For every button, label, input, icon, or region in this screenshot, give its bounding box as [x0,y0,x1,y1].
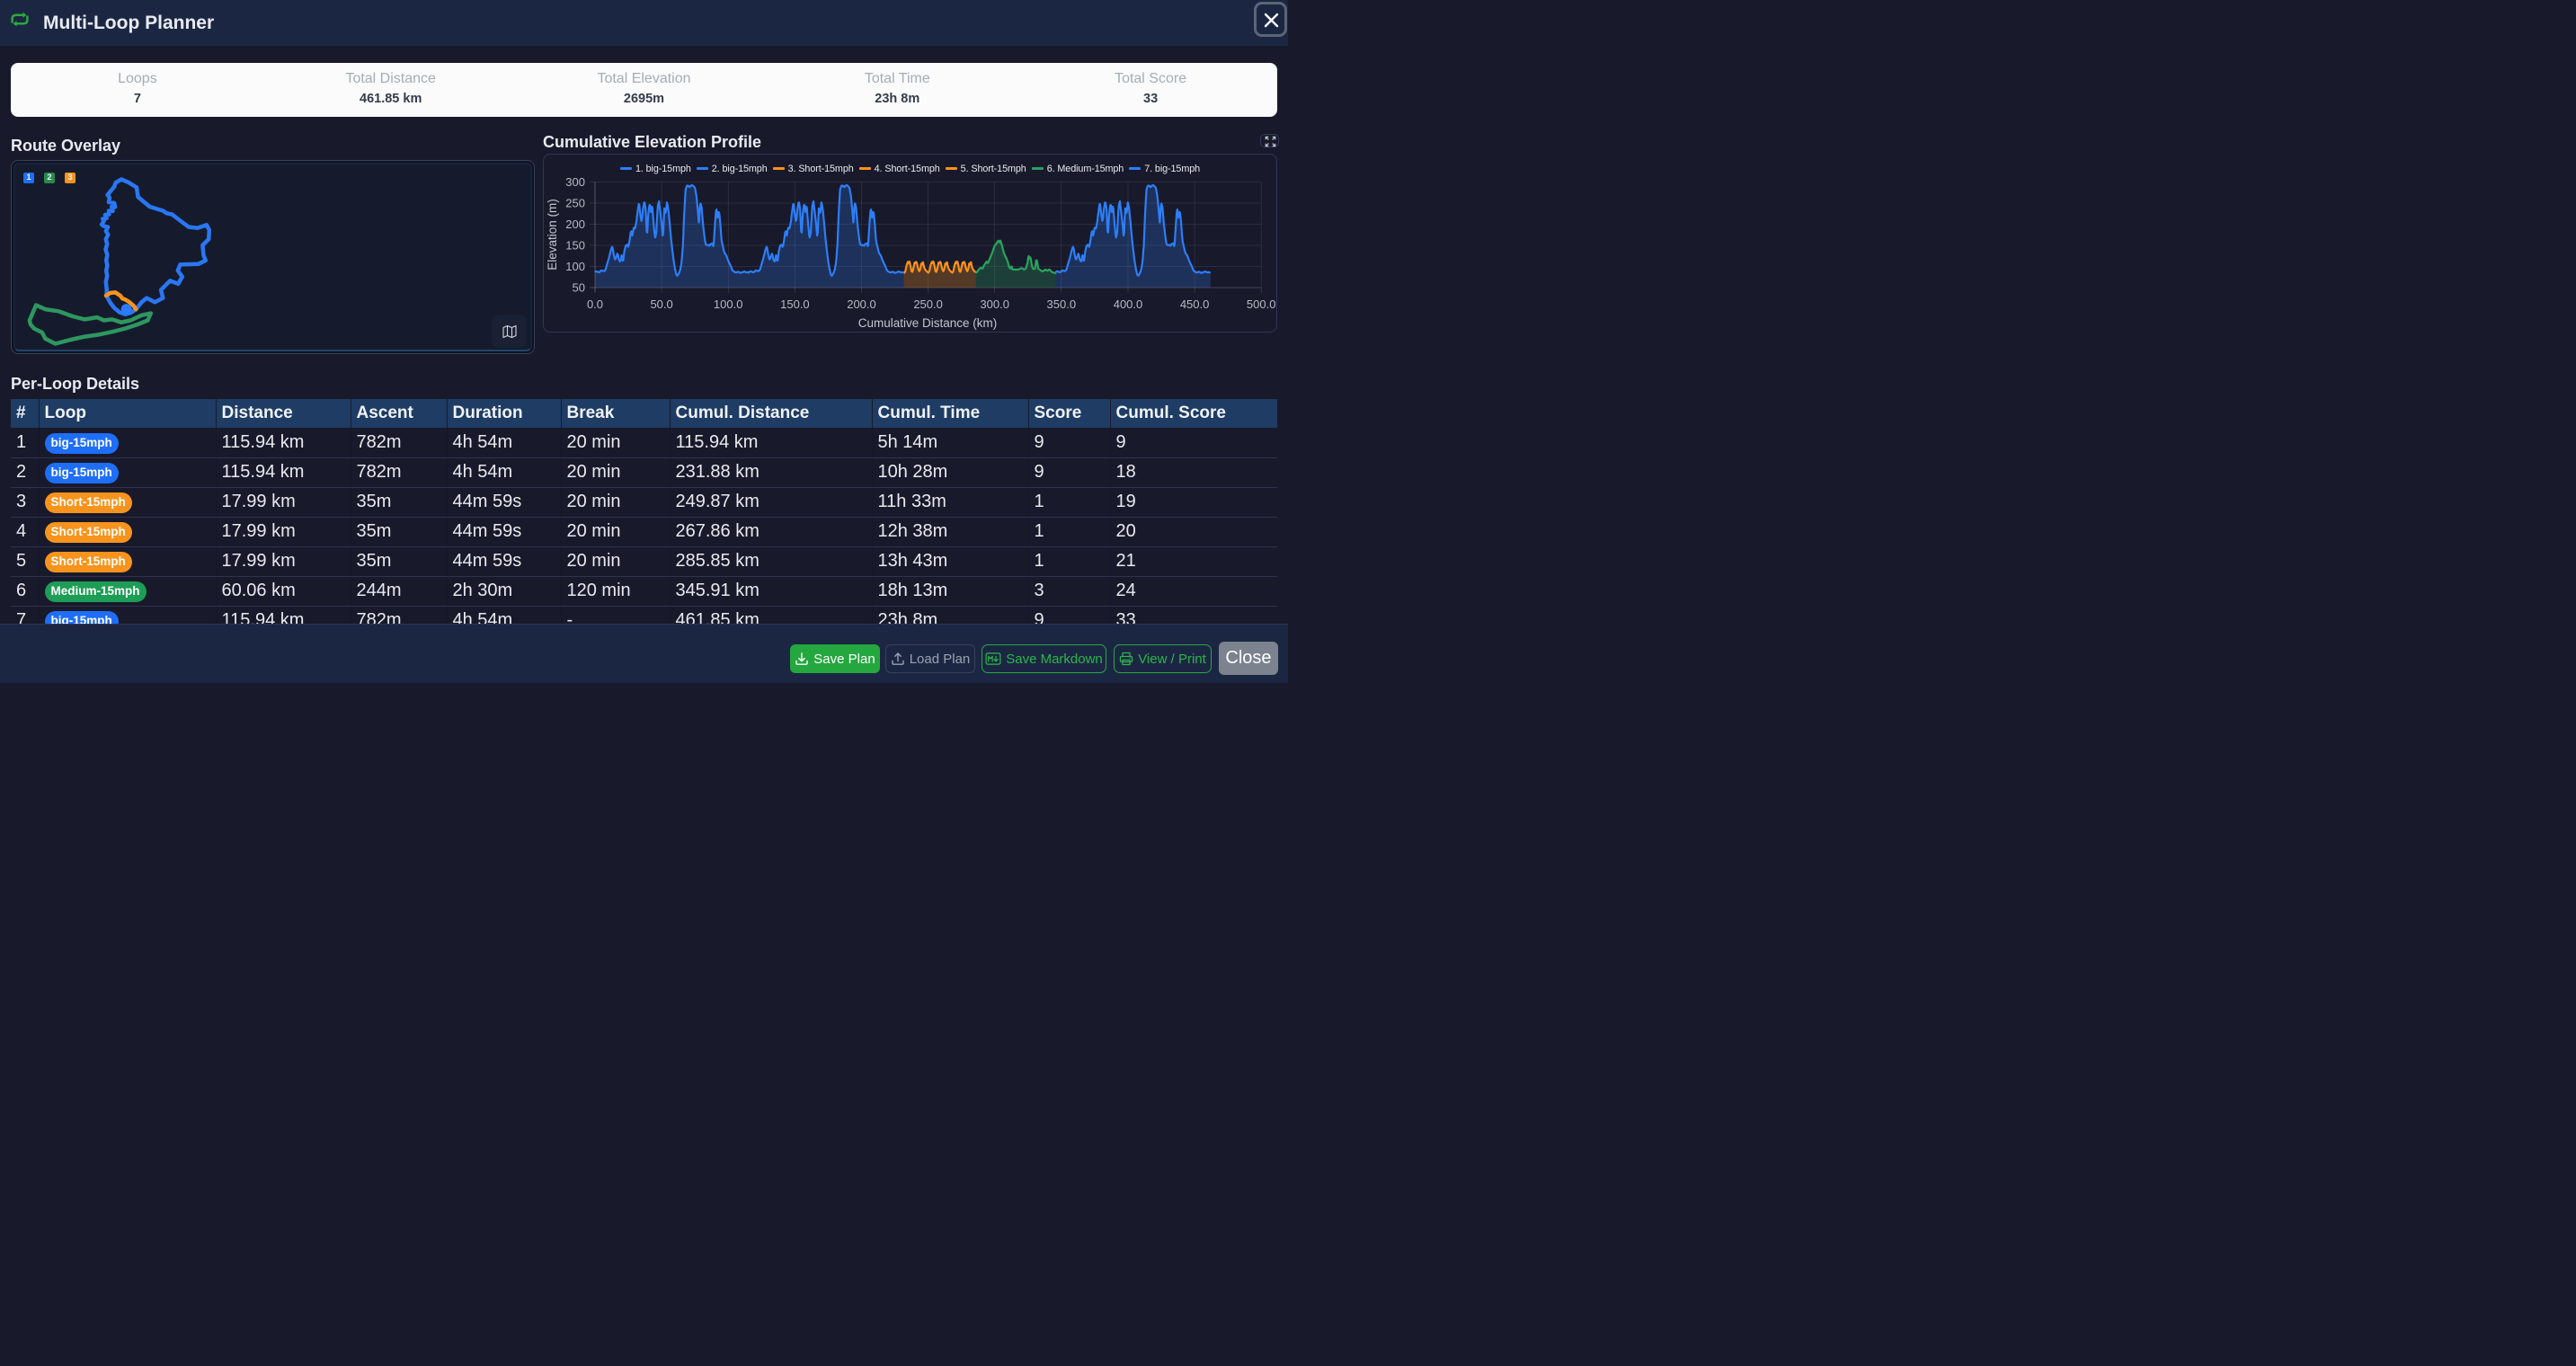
svg-text:450.0: 450.0 [1180,297,1210,311]
svg-text:Cumulative Distance (km): Cumulative Distance (km) [858,316,998,330]
svg-text:250: 250 [565,197,585,210]
svg-text:200.0: 200.0 [847,297,876,311]
svg-text:150.0: 150.0 [780,297,810,311]
svg-text:100: 100 [565,260,585,273]
svg-text:100.0: 100.0 [714,297,743,311]
svg-text:50.0: 50.0 [650,297,672,311]
svg-text:300.0: 300.0 [980,297,1009,311]
svg-text:Elevation (m): Elevation (m) [546,199,559,271]
svg-text:200: 200 [565,217,585,231]
svg-text:50: 50 [573,281,585,295]
svg-text:0.0: 0.0 [587,297,603,311]
svg-text:150: 150 [565,239,585,253]
svg-text:350.0: 350.0 [1047,297,1077,311]
svg-text:500.0: 500.0 [1247,297,1276,311]
svg-text:300: 300 [565,175,585,189]
svg-text:250.0: 250.0 [913,297,943,311]
svg-text:400.0: 400.0 [1114,297,1143,311]
